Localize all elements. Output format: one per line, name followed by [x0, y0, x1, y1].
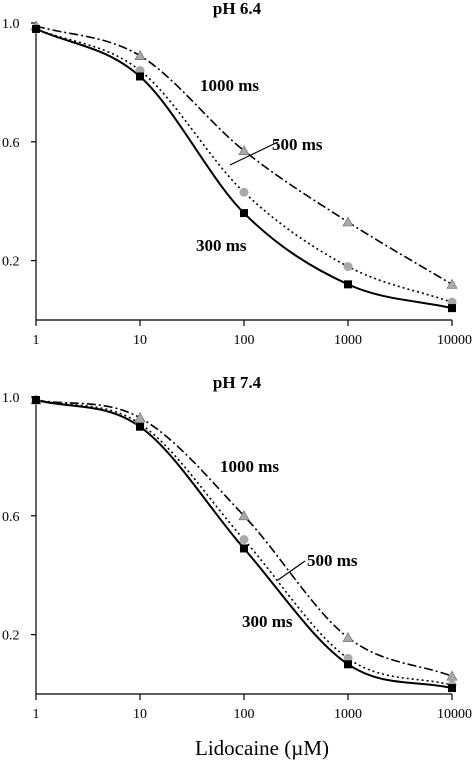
curve-1000-ms	[35, 25, 453, 286]
marker-300-ms	[344, 660, 352, 669]
curve-300-ms	[35, 27, 453, 310]
marker-300-ms	[344, 280, 352, 289]
marker-500-ms	[343, 262, 353, 272]
marker-1000-ms	[342, 216, 354, 227]
marker-300-ms	[448, 304, 456, 313]
panel-title: pH 6.4	[213, 0, 262, 18]
curve-label-300-ms: 300 ms	[196, 236, 247, 255]
marker-300-ms	[136, 422, 144, 431]
x-tick-label: 100	[234, 707, 255, 722]
y-tick-label: 0.2	[2, 255, 20, 270]
y-tick-label: 1.0	[2, 391, 20, 406]
marker-300-ms	[136, 72, 144, 81]
curve-500-ms	[35, 399, 453, 686]
y-tick-label: 0.6	[2, 136, 20, 151]
marker-300-ms	[240, 544, 248, 553]
marker-300-ms	[32, 24, 40, 33]
curve-label-1000-ms: 1000 ms	[220, 457, 279, 476]
x-tick-label: 10000	[437, 333, 472, 348]
marker-1000-ms	[342, 631, 354, 642]
curve-label-1000-ms: 1000 ms	[200, 76, 259, 95]
panel-title: pH 7.4	[213, 373, 262, 392]
x-tick-label: 1000	[334, 707, 362, 722]
marker-1000-ms	[134, 50, 146, 60]
markers	[30, 20, 458, 313]
curve-label-300-ms: 300 ms	[242, 612, 293, 631]
x-tick-label: 1	[33, 707, 40, 722]
marker-300-ms	[448, 684, 456, 693]
marker-300-ms	[32, 395, 40, 404]
markers	[30, 394, 458, 693]
axes: 1 10 100 1000 10000 1.0 0.6 0.2	[2, 17, 472, 348]
y-tick-label: 1.0	[2, 17, 20, 32]
marker-300-ms	[240, 209, 248, 218]
marker-1000-ms	[238, 510, 250, 521]
x-tick-label: 1	[33, 333, 40, 348]
curve-label-500-ms: 500 ms	[307, 551, 358, 570]
x-tick-label: 1000	[334, 333, 362, 348]
marker-1000-ms	[446, 278, 458, 289]
x-tick-label: 10000	[437, 707, 472, 722]
leader-line-500-ms	[277, 560, 306, 581]
curve-500-ms	[35, 28, 453, 303]
marker-500-ms	[239, 187, 249, 197]
marker-500-ms	[239, 535, 249, 545]
marker-1000-ms	[446, 670, 458, 681]
x-tick-label: 10	[133, 333, 147, 348]
x-tick-label: 100	[234, 333, 255, 348]
y-tick-label: 0.2	[2, 629, 20, 644]
y-tick-label: 0.6	[2, 510, 20, 525]
x-axis-label: Lidocaine (µM)	[195, 736, 329, 760]
leader-line-500-ms	[229, 141, 279, 166]
x-tick-label: 10	[133, 707, 147, 722]
axes: 1 10 100 1000 10000 1.0 0.6 0.2	[2, 391, 472, 722]
marker-1000-ms	[238, 145, 250, 156]
curves	[35, 25, 453, 310]
curve-label-500-ms: 500 ms	[272, 135, 323, 154]
